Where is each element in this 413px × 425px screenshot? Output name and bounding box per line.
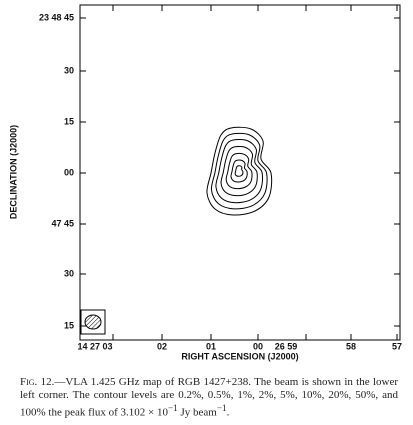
- x-tick-label: 58: [346, 341, 356, 351]
- caption: Fig. 12.—VLA 1.425 GHz map of RGB 1427+2…: [20, 376, 398, 420]
- caption-text: .: [226, 406, 230, 419]
- x-tick-label: 02: [157, 341, 167, 351]
- contour: [234, 165, 244, 177]
- caption-sup: −1: [167, 403, 178, 413]
- contour: [210, 132, 268, 210]
- x-tick-label: 26 59: [275, 341, 298, 351]
- caption-sup: −1: [216, 403, 227, 413]
- contour: [225, 153, 253, 190]
- beam: [84, 314, 102, 330]
- contours: [206, 126, 273, 216]
- y-tick-label: 15: [64, 320, 74, 330]
- caption-text: —VLA 1.425 GHz map of RGB 1427+238. The …: [20, 376, 398, 419]
- x-tick-label: 57: [392, 341, 402, 351]
- x-axis-label: RIGHT ASCENSION (J2000): [181, 351, 298, 361]
- y-tick-label: 47 45: [51, 218, 74, 228]
- y-tick-label: 15: [64, 116, 74, 126]
- contour: [206, 126, 273, 216]
- y-tick-label: 30: [64, 65, 74, 75]
- plot-frame: [79, 4, 401, 341]
- figure: DECLINATION (J2000) RIGHT ASCENSION (J20…: [8, 4, 402, 361]
- x-tick-label: 00: [253, 341, 263, 351]
- caption-label: Fig. 12.: [20, 376, 55, 388]
- contour: [230, 159, 248, 183]
- beam-box: [80, 309, 106, 335]
- x-tick-label: 14 27 03: [77, 341, 112, 351]
- y-tick-label: 30: [64, 268, 74, 278]
- y-tick-label: 00: [64, 167, 74, 177]
- contour: [215, 139, 264, 204]
- caption-text: Jy beam: [177, 406, 217, 419]
- y-axis-label: DECLINATION (J2000): [8, 125, 18, 219]
- contour: [220, 146, 258, 197]
- x-tick-label: 01: [206, 341, 216, 351]
- y-tick-label: 23 48 45: [39, 12, 74, 22]
